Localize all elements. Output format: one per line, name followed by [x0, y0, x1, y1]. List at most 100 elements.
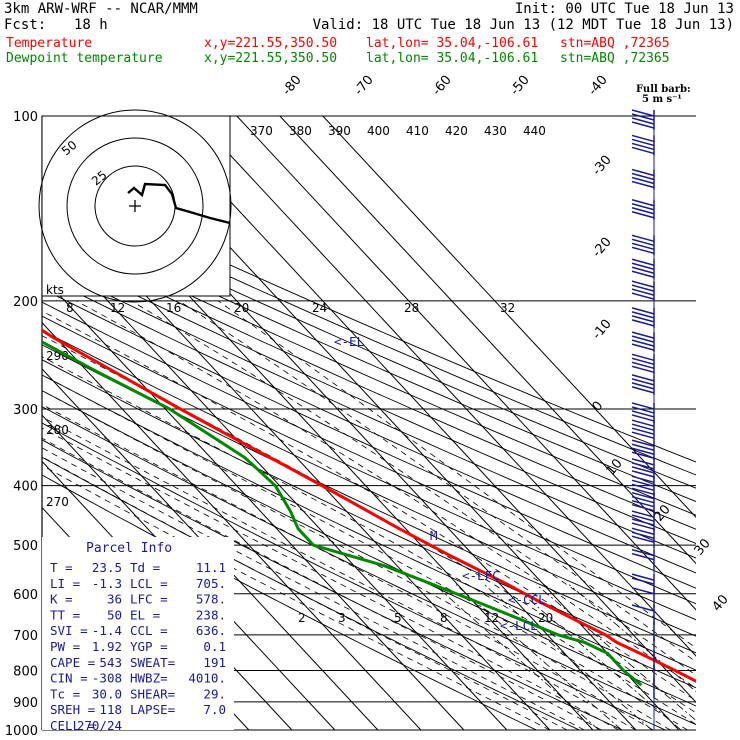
- pressure-tick-label: 400: [13, 480, 38, 495]
- forecast-label: Fcst:: [4, 17, 47, 33]
- barb-feather: [631, 307, 655, 315]
- parcel-value: 191: [203, 655, 226, 670]
- lcl-marker: <-LCL: [500, 618, 538, 633]
- ccl-marker: <-CCL: [508, 592, 546, 607]
- dry-adiabat: [42, 212, 696, 503]
- barb-feather: [631, 462, 655, 470]
- barb-feather: [631, 315, 655, 323]
- isotherm-line: [236, 116, 696, 611]
- barb-feather: [631, 451, 655, 459]
- barb-feather: [631, 483, 655, 492]
- dewpoint-legend: Dewpoint temperature: [6, 51, 163, 66]
- dewpoint-trace: [42, 340, 643, 687]
- dry-adiabat: [42, 315, 696, 621]
- mixing-ratio-label: 5: [394, 611, 402, 625]
- barb-feather: [631, 357, 655, 366]
- barb-feather: [631, 604, 655, 612]
- wind-barb: [631, 402, 655, 423]
- barb-feather: [631, 439, 655, 447]
- parcel-value: -1.4: [92, 623, 122, 638]
- barb-feather: [631, 447, 655, 455]
- barb-feather: [631, 202, 655, 211]
- parcel-value: 29.: [203, 686, 226, 701]
- dewpoint-latlon: lat,lon= 35.04,-106.61: [366, 51, 539, 66]
- mixing-ratio-label: 20: [538, 611, 553, 625]
- theta-label: 390: [328, 124, 351, 138]
- dry-adiabat: [42, 261, 696, 559]
- barb-feather: [631, 499, 655, 508]
- barb-feather: [631, 134, 655, 143]
- isotherm-label: 30: [692, 536, 714, 558]
- dry-adiabat: [42, 359, 696, 671]
- forecast-hour: 18 h: [74, 17, 108, 33]
- theta-label: 270: [46, 495, 69, 509]
- barb-feather: [631, 510, 655, 518]
- moist-adiabat: [42, 437, 602, 730]
- barb-feather: [631, 361, 655, 370]
- mixing-ratio-label: 20: [234, 301, 249, 315]
- barb-feather: [631, 423, 655, 431]
- parcel-key: TT =: [50, 607, 80, 622]
- parcel-info-box: Parcel Info T = 23.5 Td = 11.1 LI = -1.3 LCL = 7…: [42, 537, 234, 733]
- barb-feather: [631, 343, 655, 351]
- isotherm-label: 10: [604, 456, 626, 478]
- temperature-trace: [42, 328, 696, 683]
- parcel-box-bg: [42, 537, 234, 730]
- theta-label: 380: [289, 124, 312, 138]
- dry-adiabat: [42, 274, 696, 574]
- mixing-ratio-label: 32: [500, 301, 515, 315]
- hodograph-ring: [66, 137, 204, 275]
- barb-feather: [631, 548, 655, 557]
- barb-feather: [631, 573, 655, 581]
- moist-adiabat: [42, 356, 696, 725]
- isotherm-line: [279, 116, 696, 565]
- mixing-ratio-line: [484, 584, 653, 730]
- wind-barb: [631, 475, 655, 497]
- barb-feather: [631, 319, 655, 327]
- parcel-key: CELL =: [50, 718, 95, 733]
- barb-feather: [631, 382, 655, 390]
- parcel-value: 11.1: [196, 560, 226, 575]
- barb-feather: [631, 458, 655, 466]
- parcel-value: -1.3: [92, 576, 122, 591]
- isotherm-line: [150, 116, 696, 703]
- barb-feather: [631, 495, 655, 504]
- valid-time: Valid: 18 UTC Tue 18 Jun 13 (12 MDT Tue …: [312, 17, 734, 33]
- model-title: 3km ARW-WRF -- NCAR/MMM: [4, 1, 198, 17]
- pressure-tick-label: 500: [13, 539, 38, 554]
- wind-barb: [631, 234, 655, 256]
- wind-barb: [631, 458, 655, 479]
- barb-feather: [631, 234, 655, 243]
- isotherm-label: 40: [710, 592, 732, 614]
- barb-feather: [631, 479, 655, 488]
- parcel-value: 705.: [196, 576, 226, 591]
- barb-feather: [631, 206, 655, 215]
- wind-barb: [631, 510, 655, 532]
- parcel-value: 270/24: [77, 718, 122, 733]
- parcel-key: YGP =: [130, 639, 168, 654]
- dry-adiabat: [42, 439, 623, 730]
- barb-legend-line2: 5 m s⁻¹: [642, 94, 682, 105]
- wind-barb: [631, 280, 655, 302]
- temperature-legend: Temperature: [6, 36, 93, 51]
- parcel-key: Td =: [130, 560, 160, 575]
- barb-feather: [631, 518, 655, 526]
- isotherm-label: 0: [590, 399, 607, 415]
- theta-label: 440: [523, 124, 546, 138]
- barb-feather: [631, 311, 655, 319]
- wind-barb: [631, 439, 655, 461]
- parcel-key: EL =: [130, 607, 160, 622]
- wind-barb: [631, 491, 655, 513]
- barb-feather: [631, 527, 655, 536]
- parcel-value: 36: [107, 592, 122, 607]
- parcel-value: 7.0: [203, 702, 226, 717]
- isotherm-label: -70: [352, 73, 377, 99]
- barb-feather: [631, 113, 655, 121]
- isotherm-label: -50: [508, 73, 533, 99]
- dry-adiabat: [42, 406, 696, 726]
- parcel-value: 238.: [196, 607, 226, 622]
- barb-feather: [631, 378, 655, 386]
- barb-feather: [631, 121, 655, 129]
- isotherm-label: 20: [652, 502, 674, 524]
- barb-feather: [631, 419, 655, 427]
